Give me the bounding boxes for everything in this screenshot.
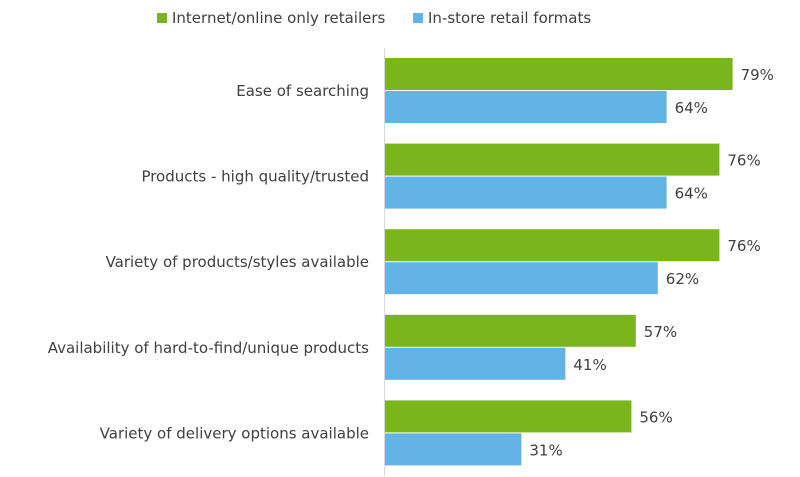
value-label-s1-c1: 64% (675, 185, 708, 203)
category-label-1: Products - high quality/trusted (141, 168, 369, 186)
legend-swatch-1 (413, 13, 423, 23)
bar-s0-c4 (385, 400, 632, 433)
value-label-s0-c1: 76% (727, 152, 760, 170)
category-label-3: Availability of hard-to-find/unique prod… (48, 339, 369, 357)
bar-area: Ease of searching 79% 64% Products - high q… (48, 58, 774, 466)
value-label-s0-c3: 57% (644, 323, 677, 341)
bar-s1-c1 (385, 176, 667, 209)
legend-swatch-0 (157, 13, 167, 23)
bar-s0-c2 (385, 229, 720, 262)
bar-s0-c3 (385, 314, 636, 347)
value-label-s1-c4: 31% (529, 441, 562, 459)
bar-s1-c4 (385, 433, 522, 466)
bar-s1-c3 (385, 347, 566, 380)
value-label-s1-c3: 41% (573, 356, 606, 374)
legend-label-1: In-store retail formats (428, 9, 591, 27)
value-label-s0-c4: 56% (639, 408, 672, 426)
value-label-s1-c2: 62% (666, 270, 699, 288)
category-label-4: Variety of delivery options available (100, 424, 369, 442)
legend: Internet/online only retailers In-store r… (157, 9, 591, 27)
category-label-2: Variety of products/styles available (106, 253, 369, 271)
bar-s1-c2 (385, 262, 658, 295)
value-label-s0-c0: 79% (741, 66, 774, 84)
bar-s0-c1 (385, 143, 720, 176)
category-label-0: Ease of searching (236, 82, 369, 100)
value-label-s0-c2: 76% (727, 237, 760, 255)
value-label-s1-c0: 64% (675, 99, 708, 117)
bar-s0-c0 (385, 58, 733, 90)
bar-s1-c0 (385, 91, 667, 123)
legend-label-0: Internet/online only retailers (172, 9, 386, 27)
